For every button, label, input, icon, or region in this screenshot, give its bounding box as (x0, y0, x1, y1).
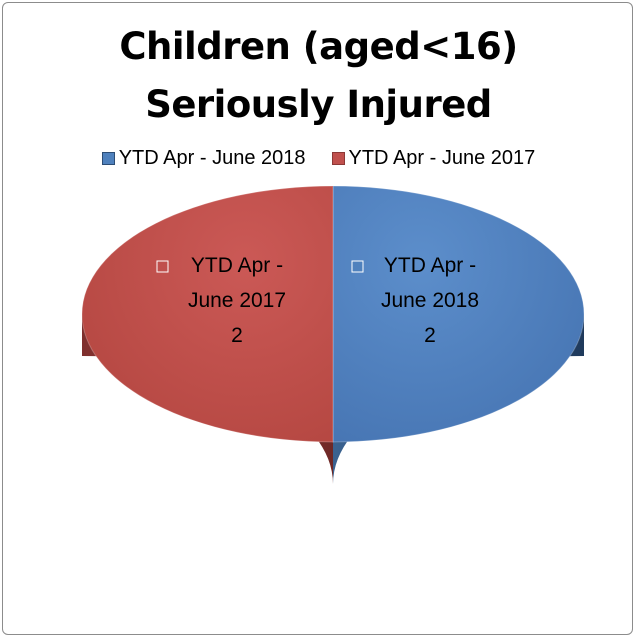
data-label-1-line-0: YTD Apr - (191, 254, 283, 277)
data-label-0-line-0: YTD Apr - (384, 254, 476, 277)
legend-label-2017: YTD Apr - June 2017 (348, 147, 536, 169)
data-label-0-line-2: 2 (424, 324, 436, 347)
data-label-1-line-1: June 2017 (188, 289, 286, 312)
data-label-marker-1 (156, 260, 169, 273)
chart-title-line-1: Children (aged<16) (119, 25, 518, 68)
data-label-marker-0 (351, 260, 364, 273)
data-label-0-line-1: June 2018 (381, 289, 479, 312)
legend-item-2017: YTD Apr - June 2017 (331, 147, 536, 170)
legend-swatch-2018 (101, 152, 115, 165)
pie-slice-0 (332, 185, 585, 443)
data-label-1-line-2: 2 (231, 324, 243, 347)
chart-title-line-2: Seriously Injured (145, 83, 492, 126)
legend: YTD Apr - June 2018 YTD Apr - June 2017 (0, 147, 637, 170)
pie-slice-1 (81, 185, 334, 443)
legend-item-2018: YTD Apr - June 2018 (101, 147, 306, 170)
legend-label-2018: YTD Apr - June 2018 (118, 147, 306, 169)
legend-swatch-2017 (331, 152, 345, 165)
